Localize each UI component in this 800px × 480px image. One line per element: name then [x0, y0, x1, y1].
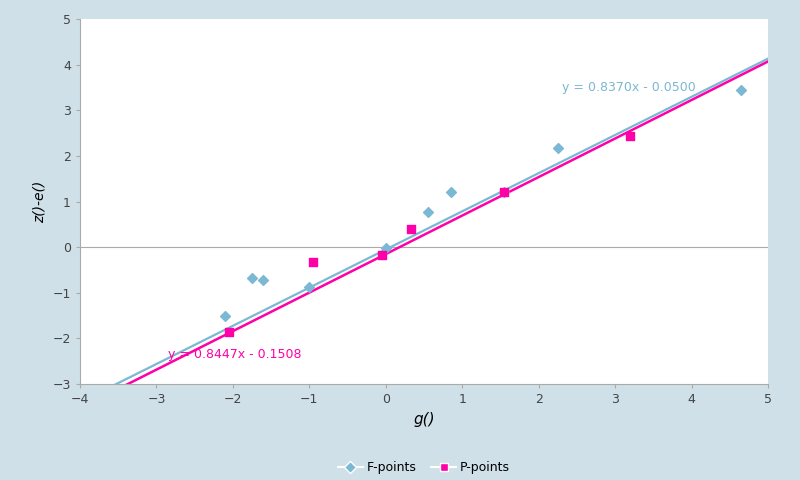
- P-points: [306, 258, 319, 266]
- P-points: [375, 252, 388, 259]
- Y-axis label: z()-e(): z()-e(): [33, 180, 47, 223]
- P-points: [222, 328, 235, 336]
- F-points: [379, 244, 392, 252]
- P-points: [405, 225, 418, 233]
- F-points: [551, 144, 564, 152]
- F-points: [735, 86, 748, 94]
- Legend: F-points, P-points: F-points, P-points: [333, 456, 515, 479]
- F-points: [444, 189, 457, 196]
- F-points: [257, 276, 270, 284]
- X-axis label: g(): g(): [413, 411, 435, 427]
- P-points: [498, 189, 510, 196]
- P-points: [624, 132, 637, 140]
- F-points: [303, 284, 316, 291]
- F-points: [219, 312, 232, 320]
- F-points: [498, 188, 510, 195]
- F-points: [422, 208, 434, 216]
- Text: y = 0.8447x - 0.1508: y = 0.8447x - 0.1508: [168, 348, 302, 361]
- F-points: [246, 275, 258, 282]
- Text: y = 0.8370x - 0.0500: y = 0.8370x - 0.0500: [562, 82, 695, 95]
